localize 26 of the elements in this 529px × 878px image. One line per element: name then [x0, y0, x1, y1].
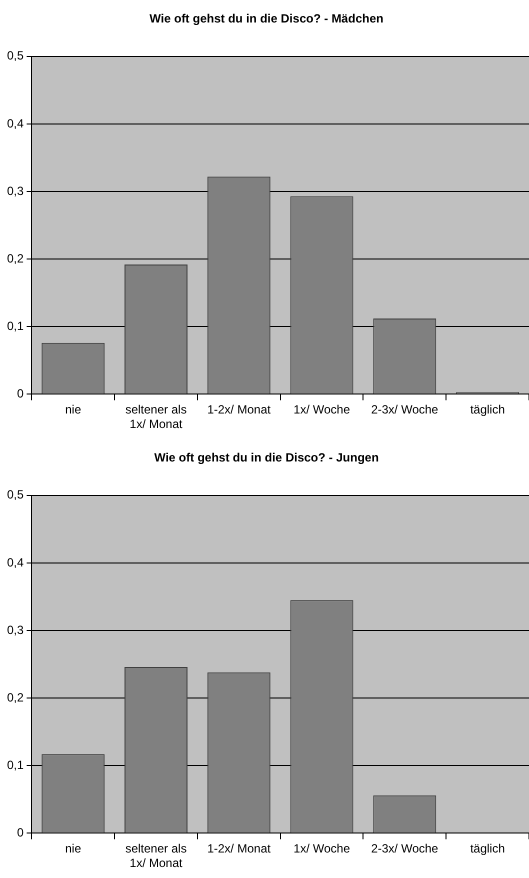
y-tick-label: 0,3 — [6, 184, 24, 198]
x-tick-label: 1-2x/ Monat — [207, 842, 272, 856]
y-tick-label: 0,1 — [6, 758, 24, 772]
x-tick-label: 1x/ Woche — [294, 402, 350, 417]
y-tick-label: 0 — [16, 826, 24, 840]
y-tick-label: 0,2 — [6, 690, 24, 704]
x-tick-label: 1x/ Woche — [294, 842, 350, 856]
y-tick-label: 0 — [16, 386, 24, 401]
y-tick-label: 0,5 — [6, 488, 24, 502]
y-tick-label: 0,3 — [6, 622, 24, 637]
x-tick-label: seltener als 1x/ Monat — [125, 842, 187, 870]
y-tick-label: 0,5 — [6, 48, 24, 63]
chart-title: Wie oft gehst du in die Disco? - Jungen — [154, 450, 379, 465]
x-tick-label: nie — [65, 402, 82, 417]
x-tick-label: 2-3x/ Woche — [371, 842, 439, 856]
y-tick-label: 0,2 — [6, 251, 24, 266]
x-tick-label: täglich — [470, 842, 505, 856]
y-tick-label: 0,1 — [6, 318, 24, 333]
y-tick-label: 0,4 — [6, 555, 24, 570]
x-tick-label: 1-2x/ Monat — [207, 402, 272, 417]
chart-title: Wie oft gehst du in die Disco? - Mädchen — [150, 12, 384, 26]
x-tick-label: täglich — [470, 402, 505, 417]
x-tick-label: seltener als 1x/ Monat — [125, 402, 187, 432]
x-tick-label: 2-3x/ Woche — [371, 402, 439, 417]
y-tick-label: 0,4 — [6, 116, 24, 130]
x-tick-label: nie — [65, 842, 82, 856]
